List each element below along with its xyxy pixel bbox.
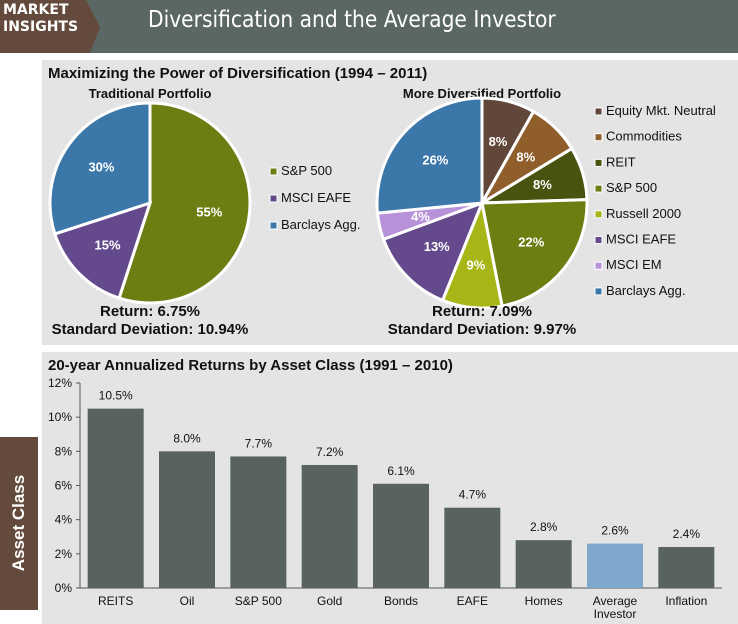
bar xyxy=(373,483,429,588)
bar-value-label: 7.2% xyxy=(316,445,344,459)
bar-value-label: 4.7% xyxy=(459,488,487,502)
y-tick-label: 8% xyxy=(55,444,73,458)
legend-swatch xyxy=(594,107,603,116)
x-category-label: Inflation xyxy=(665,594,707,608)
x-category-label: S&P 500 xyxy=(235,594,282,608)
bar xyxy=(444,507,501,588)
x-category-label: REITS xyxy=(98,594,133,608)
slice-label: 9% xyxy=(467,258,486,273)
pie-slice xyxy=(117,101,252,305)
slice-label: 55% xyxy=(196,204,222,219)
y-tick-label: 0% xyxy=(55,581,73,595)
pie-slice xyxy=(375,96,484,215)
legend-label: Russell 2000 xyxy=(606,206,681,221)
slice-label: 15% xyxy=(95,237,121,252)
bar xyxy=(87,408,144,588)
legend-swatch xyxy=(594,133,603,142)
pie-title: Traditional Portfolio xyxy=(89,86,212,101)
pie-footer-stat: Return: 6.75% xyxy=(100,303,200,320)
legend-swatch xyxy=(594,158,603,167)
x-category-label: EAFE xyxy=(457,594,488,608)
bar xyxy=(159,451,215,588)
slice-label: 8% xyxy=(516,150,535,165)
legend-label: S&P 500 xyxy=(606,180,657,195)
tag-line-1: MARKET xyxy=(3,2,69,18)
bar xyxy=(658,547,715,588)
legend-label: Barclays Agg. xyxy=(281,217,361,232)
legend-swatch xyxy=(594,210,603,219)
legend-label: Barclays Agg. xyxy=(606,283,686,298)
pie-footer-stat: Return: 7.09% xyxy=(432,303,532,320)
header: MARKET INSIGHTS Diversification and the A… xyxy=(0,0,738,53)
slice-label: 8% xyxy=(489,134,508,149)
pie-slice xyxy=(480,198,589,308)
bar-value-label: 2.6% xyxy=(601,524,629,538)
bar-value-label: 2.4% xyxy=(673,527,701,541)
legend-label: Equity Mkt. Neutral xyxy=(606,103,716,118)
x-category-label: Oil xyxy=(180,594,195,608)
legend-label: REIT xyxy=(606,154,636,169)
legend-swatch xyxy=(269,167,278,176)
panel-title: 20-year Annualized Returns by Asset Clas… xyxy=(48,357,453,374)
legend-label: MSCI EAFE xyxy=(606,232,676,247)
legend-label: Commodities xyxy=(606,129,682,144)
y-tick-label: 12% xyxy=(48,376,72,390)
bar-value-label: 6.1% xyxy=(387,464,415,478)
y-tick-label: 6% xyxy=(55,479,73,493)
pie-footer-stat: Standard Deviation: 9.97% xyxy=(388,321,576,338)
bar-value-label: 2.8% xyxy=(530,520,558,534)
y-tick-label: 10% xyxy=(48,410,72,424)
slice-label: 30% xyxy=(88,160,114,175)
pie-footer-stat: Standard Deviation: 10.94% xyxy=(52,321,249,338)
slice-label: 4% xyxy=(411,209,430,224)
legend-swatch xyxy=(594,184,603,193)
bar-value-label: 8.0% xyxy=(173,431,201,445)
slice-label: 26% xyxy=(422,153,448,168)
x-category-label: Investor xyxy=(594,607,637,621)
slice-label: 13% xyxy=(424,239,450,254)
pie-slice xyxy=(381,200,485,303)
pie-title: More Diversified Portfolio xyxy=(403,86,561,101)
y-tick-label: 4% xyxy=(55,513,73,527)
market-insights-tag-shape xyxy=(0,0,100,53)
x-category-label: Gold xyxy=(317,594,342,608)
market-insights-tag: MARKET INSIGHTS xyxy=(3,2,78,36)
y-tick-label: 2% xyxy=(55,547,73,561)
asset-class-label-box: Asset Class xyxy=(0,437,38,610)
slice-label: 8% xyxy=(533,177,552,192)
legend-label: MSCI EAFE xyxy=(281,190,351,205)
x-category-label: Homes xyxy=(525,594,563,608)
legend-label: MSCI EM xyxy=(606,257,662,272)
panel-title: Maximizing the Power of Diversification … xyxy=(48,65,428,82)
legend-swatch xyxy=(269,194,278,203)
bar xyxy=(301,465,358,588)
page-title: Diversification and the Average Investor xyxy=(148,7,556,33)
legend-swatch xyxy=(594,236,603,244)
legend-swatch xyxy=(594,287,603,296)
legend-swatch xyxy=(594,261,603,270)
legend-label: S&P 500 xyxy=(281,163,332,178)
bar-value-label: 10.5% xyxy=(99,389,133,403)
legend-swatch xyxy=(269,221,278,230)
x-category-label: Bonds xyxy=(384,594,418,608)
bar xyxy=(515,540,572,588)
slice-label: 22% xyxy=(518,234,544,249)
bar xyxy=(230,456,287,588)
bar xyxy=(587,543,643,588)
tag-line-2: INSIGHTS xyxy=(3,19,79,35)
bar-value-label: 7.7% xyxy=(245,436,273,450)
x-category-label: Average xyxy=(593,594,638,608)
pie-slice xyxy=(48,101,152,236)
